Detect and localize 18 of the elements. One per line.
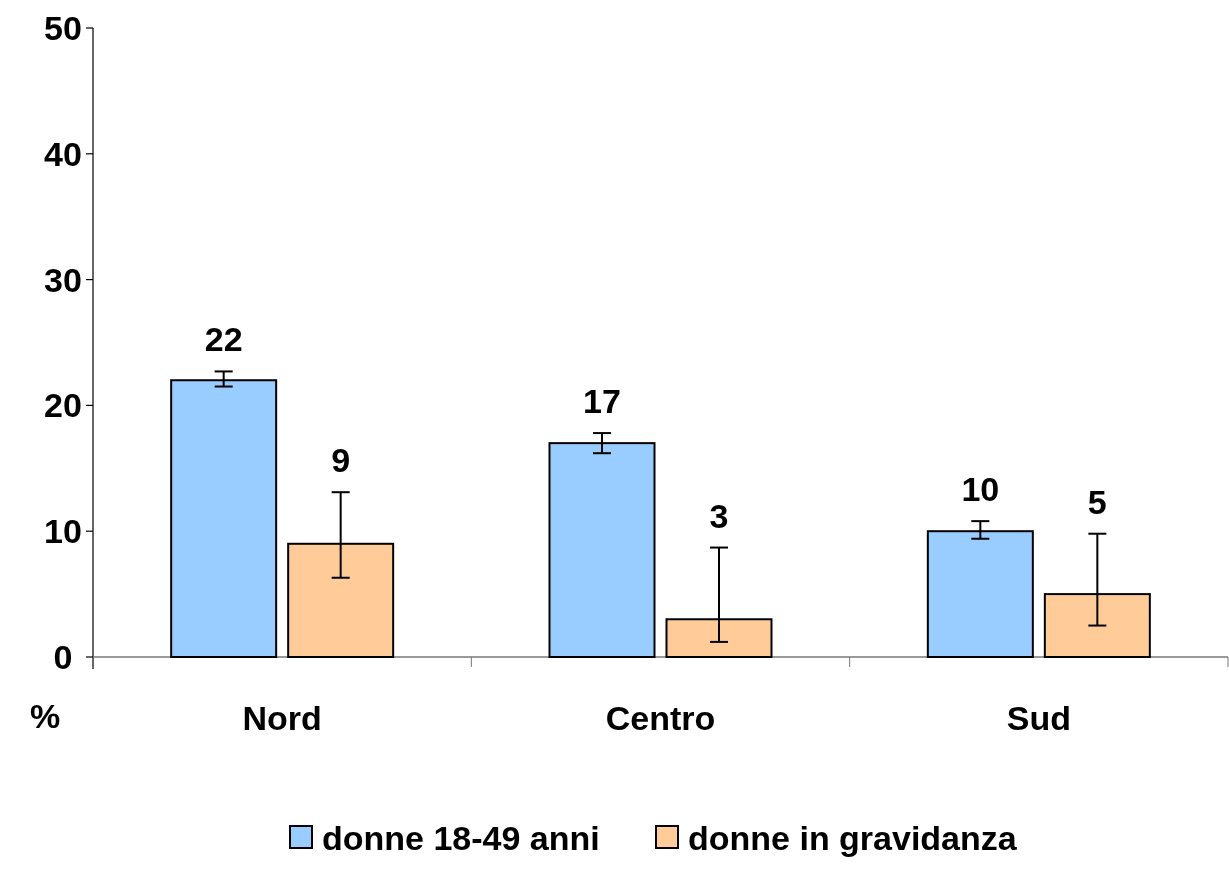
data-label: 9 xyxy=(331,441,351,480)
y-tick-label: 0 xyxy=(53,638,73,676)
y-axis-title: % xyxy=(29,697,61,735)
data-label: 17 xyxy=(583,382,621,421)
data-label: 3 xyxy=(709,496,729,535)
y-tick-label: 30 xyxy=(44,260,82,299)
y-tick-label: 40 xyxy=(44,134,82,173)
x-tick-label: Sud xyxy=(1006,699,1071,737)
legend-label: donne in gravidanza xyxy=(688,819,1018,857)
y-tick-label: 10 xyxy=(44,512,82,551)
y-tick-label: 50 xyxy=(44,9,82,47)
y-tick-label: 20 xyxy=(44,386,82,425)
data-label: 10 xyxy=(961,470,1000,509)
legend-label: donne 18-49 anni xyxy=(322,819,600,857)
x-tick-label: Nord xyxy=(242,699,322,737)
data-label: 5 xyxy=(1087,482,1107,521)
data-label: 22 xyxy=(204,320,243,359)
x-tick-label: Centro xyxy=(605,699,716,737)
